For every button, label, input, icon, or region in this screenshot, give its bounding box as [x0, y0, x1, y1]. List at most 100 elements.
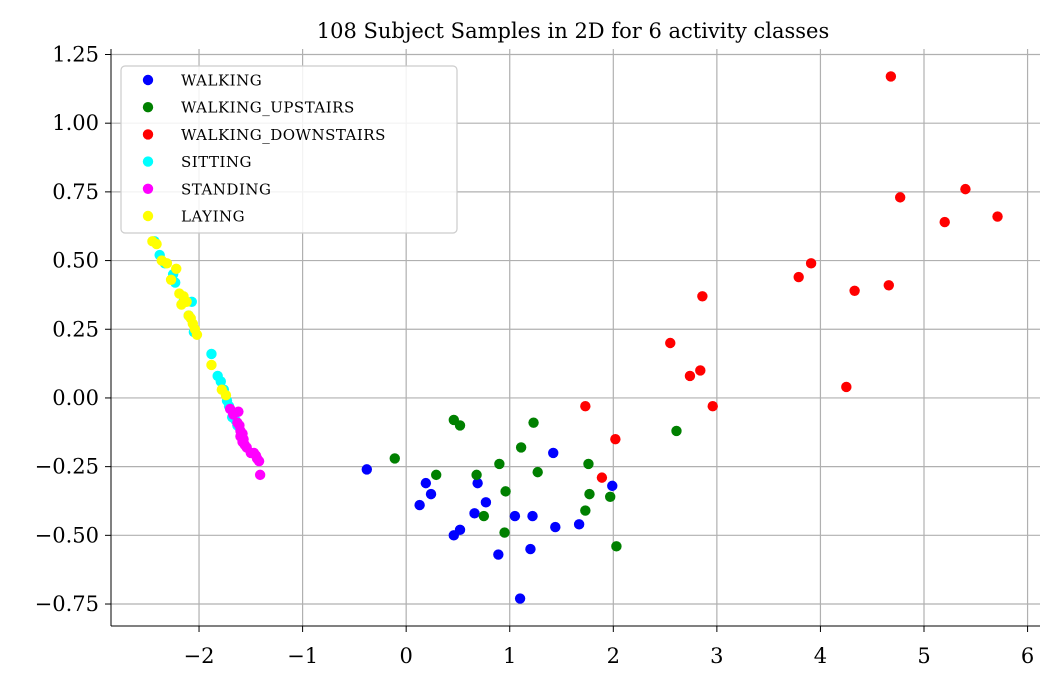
- data-point: [515, 442, 527, 453]
- legend-label: SITTING: [181, 153, 252, 171]
- y-tick-label: −0.50: [35, 523, 99, 547]
- data-point: [480, 497, 492, 508]
- data-point: [151, 238, 162, 250]
- grid: [111, 49, 1040, 626]
- data-point: [805, 258, 817, 269]
- data-point: [548, 447, 559, 459]
- data-point: [206, 359, 217, 371]
- legend-box: [120, 65, 458, 234]
- x-tick-label: 5: [917, 644, 930, 668]
- data-point: [165, 274, 177, 285]
- data-point: [499, 527, 510, 538]
- data-point: [161, 258, 173, 269]
- data-point: [425, 488, 437, 500]
- y-axis-ticks: −0.75 −0.50 −0.25 0.00 0.25 0.50 0.75 1.00 1.25: [35, 42, 111, 616]
- data-point: [493, 549, 504, 560]
- data-point: [454, 420, 466, 431]
- x-tick-label: 1: [503, 644, 516, 668]
- data-point: [237, 436, 248, 448]
- data-point: [478, 510, 490, 522]
- data-point: [171, 263, 182, 275]
- data-point: [414, 499, 425, 511]
- data-point: [883, 280, 894, 291]
- data-point: [472, 477, 483, 489]
- legend-label: WALKING: [181, 72, 262, 90]
- data-point: [992, 211, 1003, 222]
- data-point: [584, 488, 595, 500]
- data-point: [697, 291, 708, 302]
- legend-label: LAYING: [181, 208, 245, 226]
- data-point: [684, 370, 696, 382]
- data-point: [361, 464, 373, 475]
- x-tick-label: 6: [1021, 644, 1034, 668]
- data-point: [469, 508, 480, 519]
- legend: WALKING WALKING_UPSTAIRS WALKING_DOWNSTAIR…: [120, 65, 458, 234]
- data-point: [233, 406, 244, 417]
- series-walking-downstairs: [580, 71, 1003, 483]
- data-point: [527, 510, 538, 522]
- series-walking-upstairs: [389, 414, 682, 552]
- y-tick-label: 0.00: [52, 386, 99, 410]
- data-point: [849, 285, 860, 296]
- legend-label: WALKING_UPSTAIRS: [181, 99, 355, 117]
- data-point: [532, 466, 543, 478]
- data-point: [253, 455, 265, 467]
- data-point: [580, 505, 591, 516]
- data-point: [596, 472, 608, 483]
- legend-marker: [142, 156, 154, 167]
- data-point: [525, 543, 536, 555]
- data-point: [611, 541, 622, 552]
- legend-label: STANDING: [181, 180, 271, 198]
- y-tick-label: −0.25: [35, 455, 99, 479]
- x-tick-label: −2: [184, 644, 215, 668]
- data-point: [494, 458, 505, 470]
- x-tick-label: 2: [607, 644, 620, 668]
- data-point: [841, 381, 852, 393]
- data-point: [509, 510, 521, 522]
- data-point: [583, 458, 594, 470]
- data-point: [550, 521, 561, 533]
- data-point: [471, 469, 482, 481]
- data-point: [528, 417, 539, 428]
- legend-marker: [142, 74, 154, 86]
- data-point: [514, 593, 526, 604]
- x-tick-label: 0: [399, 644, 412, 668]
- data-points: [147, 71, 1003, 604]
- data-point: [573, 519, 585, 530]
- data-point: [960, 183, 971, 195]
- legend-marker: [142, 102, 154, 113]
- data-point: [431, 469, 442, 481]
- legend-marker: [142, 129, 154, 140]
- y-tick-label: 0.50: [52, 249, 99, 273]
- y-tick-label: 0.75: [52, 180, 99, 204]
- data-point: [695, 365, 706, 376]
- x-tick-label: 3: [710, 644, 723, 668]
- y-tick-label: −0.75: [35, 592, 99, 616]
- data-point: [604, 491, 616, 503]
- data-point: [793, 271, 804, 283]
- data-point: [389, 453, 400, 464]
- data-point: [420, 477, 432, 489]
- data-point: [191, 329, 203, 340]
- series-laying: [147, 236, 232, 401]
- legend-label: WALKING_DOWNSTAIRS: [181, 126, 386, 144]
- axes: [110, 49, 1040, 627]
- data-point: [671, 425, 682, 437]
- data-point: [707, 400, 718, 412]
- data-point: [176, 299, 187, 310]
- x-tick-label: −1: [287, 644, 318, 668]
- data-point: [665, 337, 676, 349]
- data-point: [607, 480, 618, 492]
- data-point: [500, 486, 511, 497]
- chart-title: 108 Subject Samples in 2D for 6 activity…: [317, 19, 830, 43]
- data-point: [939, 216, 950, 228]
- data-point: [894, 192, 906, 203]
- data-point: [885, 71, 897, 82]
- series-walking: [361, 447, 618, 604]
- data-point: [254, 469, 266, 481]
- y-tick-label: 1.00: [52, 111, 99, 135]
- data-point: [220, 390, 232, 401]
- data-point: [215, 376, 226, 387]
- legend-marker: [142, 183, 154, 194]
